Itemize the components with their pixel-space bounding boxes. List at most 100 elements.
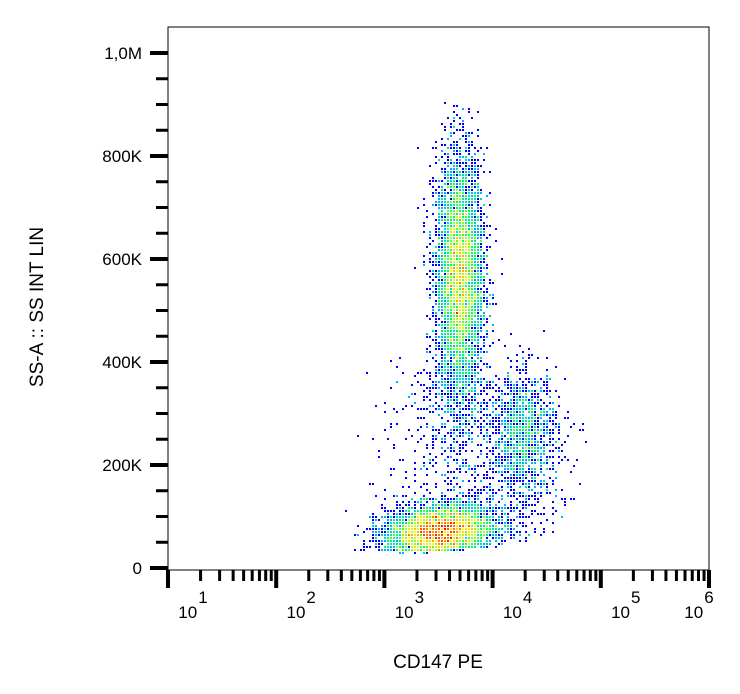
density-point — [450, 147, 452, 149]
y-tick-label: 0 — [133, 559, 142, 578]
density-point — [375, 537, 377, 539]
density-point — [417, 549, 419, 551]
density-point — [468, 423, 470, 425]
density-point — [441, 231, 443, 233]
density-point — [513, 438, 515, 440]
density-point — [543, 441, 545, 443]
density-point — [543, 474, 545, 476]
density-point — [435, 375, 437, 377]
density-point — [441, 495, 443, 497]
density-point — [522, 492, 524, 494]
density-point — [435, 189, 437, 191]
density-point — [513, 426, 515, 428]
density-point — [516, 381, 518, 383]
density-point — [528, 354, 530, 356]
density-point — [564, 504, 566, 506]
density-point — [534, 510, 536, 512]
density-point — [474, 393, 476, 395]
density-point — [564, 378, 566, 380]
density-point — [384, 534, 386, 536]
density-point — [444, 270, 446, 272]
density-point — [504, 402, 506, 404]
density-point — [444, 519, 446, 521]
density-point — [435, 225, 437, 227]
density-point — [474, 234, 476, 236]
density-point — [477, 258, 479, 260]
density-point — [387, 546, 389, 548]
density-point — [471, 414, 473, 416]
density-point — [501, 420, 503, 422]
density-point — [450, 258, 452, 260]
density-point — [465, 351, 467, 353]
density-point — [459, 291, 461, 293]
density-point — [444, 333, 446, 335]
density-point — [456, 312, 458, 314]
density-point — [462, 309, 464, 311]
density-point — [405, 510, 407, 512]
density-point — [468, 303, 470, 305]
density-point — [447, 420, 449, 422]
density-point — [453, 525, 455, 527]
density-point — [441, 201, 443, 203]
density-point — [408, 525, 410, 527]
density-point — [465, 504, 467, 506]
density-point — [405, 405, 407, 407]
density-point — [435, 282, 437, 284]
density-point — [534, 480, 536, 482]
density-point — [447, 498, 449, 500]
density-point — [462, 354, 464, 356]
density-point — [453, 225, 455, 227]
density-point — [456, 255, 458, 257]
density-point — [486, 531, 488, 533]
density-point — [468, 180, 470, 182]
density-point — [504, 441, 506, 443]
density-point — [543, 513, 545, 515]
density-point — [522, 399, 524, 401]
density-point — [525, 450, 527, 452]
density-point — [399, 516, 401, 518]
density-point — [471, 213, 473, 215]
density-point — [453, 294, 455, 296]
density-point — [444, 219, 446, 221]
density-point — [525, 408, 527, 410]
density-point — [441, 306, 443, 308]
density-point — [447, 306, 449, 308]
density-point — [534, 390, 536, 392]
density-point — [450, 303, 452, 305]
density-point — [474, 288, 476, 290]
density-point — [435, 339, 437, 341]
density-point — [468, 141, 470, 143]
density-point — [423, 255, 425, 257]
density-point — [438, 348, 440, 350]
density-point — [519, 480, 521, 482]
density-point — [501, 432, 503, 434]
density-point — [405, 495, 407, 497]
density-point — [450, 201, 452, 203]
density-point — [453, 384, 455, 386]
density-point — [480, 210, 482, 212]
density-point — [441, 396, 443, 398]
density-point — [456, 261, 458, 263]
density-point — [471, 318, 473, 320]
density-point — [447, 228, 449, 230]
density-point — [402, 534, 404, 536]
density-point — [474, 270, 476, 272]
density-point — [432, 498, 434, 500]
density-point — [465, 366, 467, 368]
density-point — [459, 228, 461, 230]
density-point — [438, 186, 440, 188]
density-point — [468, 519, 470, 521]
density-point — [459, 324, 461, 326]
density-point — [453, 231, 455, 233]
density-point — [468, 297, 470, 299]
density-point — [501, 498, 503, 500]
density-point — [489, 516, 491, 518]
density-point — [480, 330, 482, 332]
density-point — [378, 528, 380, 530]
density-point — [444, 438, 446, 440]
density-point — [459, 117, 461, 119]
density-point — [492, 519, 494, 521]
density-point — [474, 498, 476, 500]
density-point — [423, 513, 425, 515]
density-point — [420, 426, 422, 428]
